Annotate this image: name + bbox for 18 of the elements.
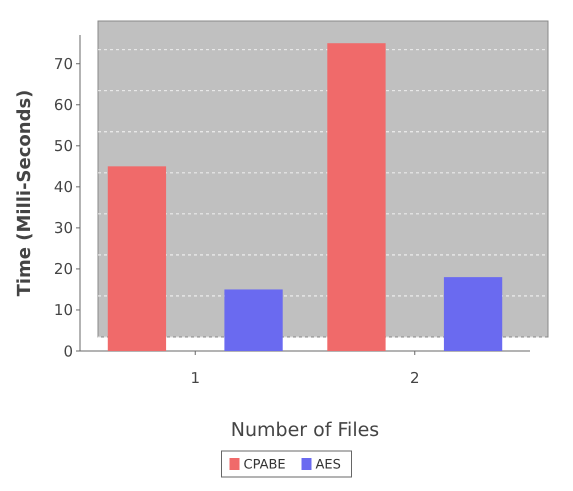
y-tick-label: 60 <box>54 96 73 114</box>
y-tick-label: 10 <box>54 301 73 320</box>
x-axis-title: Number of Files <box>230 419 380 441</box>
y-tick-label: 40 <box>54 178 73 196</box>
legend-label: CPABE <box>244 458 286 473</box>
y-axis-title: Time (Milli-Seconds) <box>14 90 35 296</box>
y-tick-label: 20 <box>54 260 73 278</box>
bar <box>108 166 166 351</box>
bar <box>224 289 283 351</box>
y-tick-label: 0 <box>63 342 73 360</box>
x-tick-label: 2 <box>410 369 420 387</box>
y-tick-label: 50 <box>54 137 73 156</box>
x-tick-label: 1 <box>190 369 200 387</box>
bar <box>327 43 386 351</box>
y-tick-label: 70 <box>54 54 73 73</box>
bar <box>444 277 502 351</box>
y-tick-label: 30 <box>54 219 73 238</box>
legend-label: AES <box>316 458 341 473</box>
